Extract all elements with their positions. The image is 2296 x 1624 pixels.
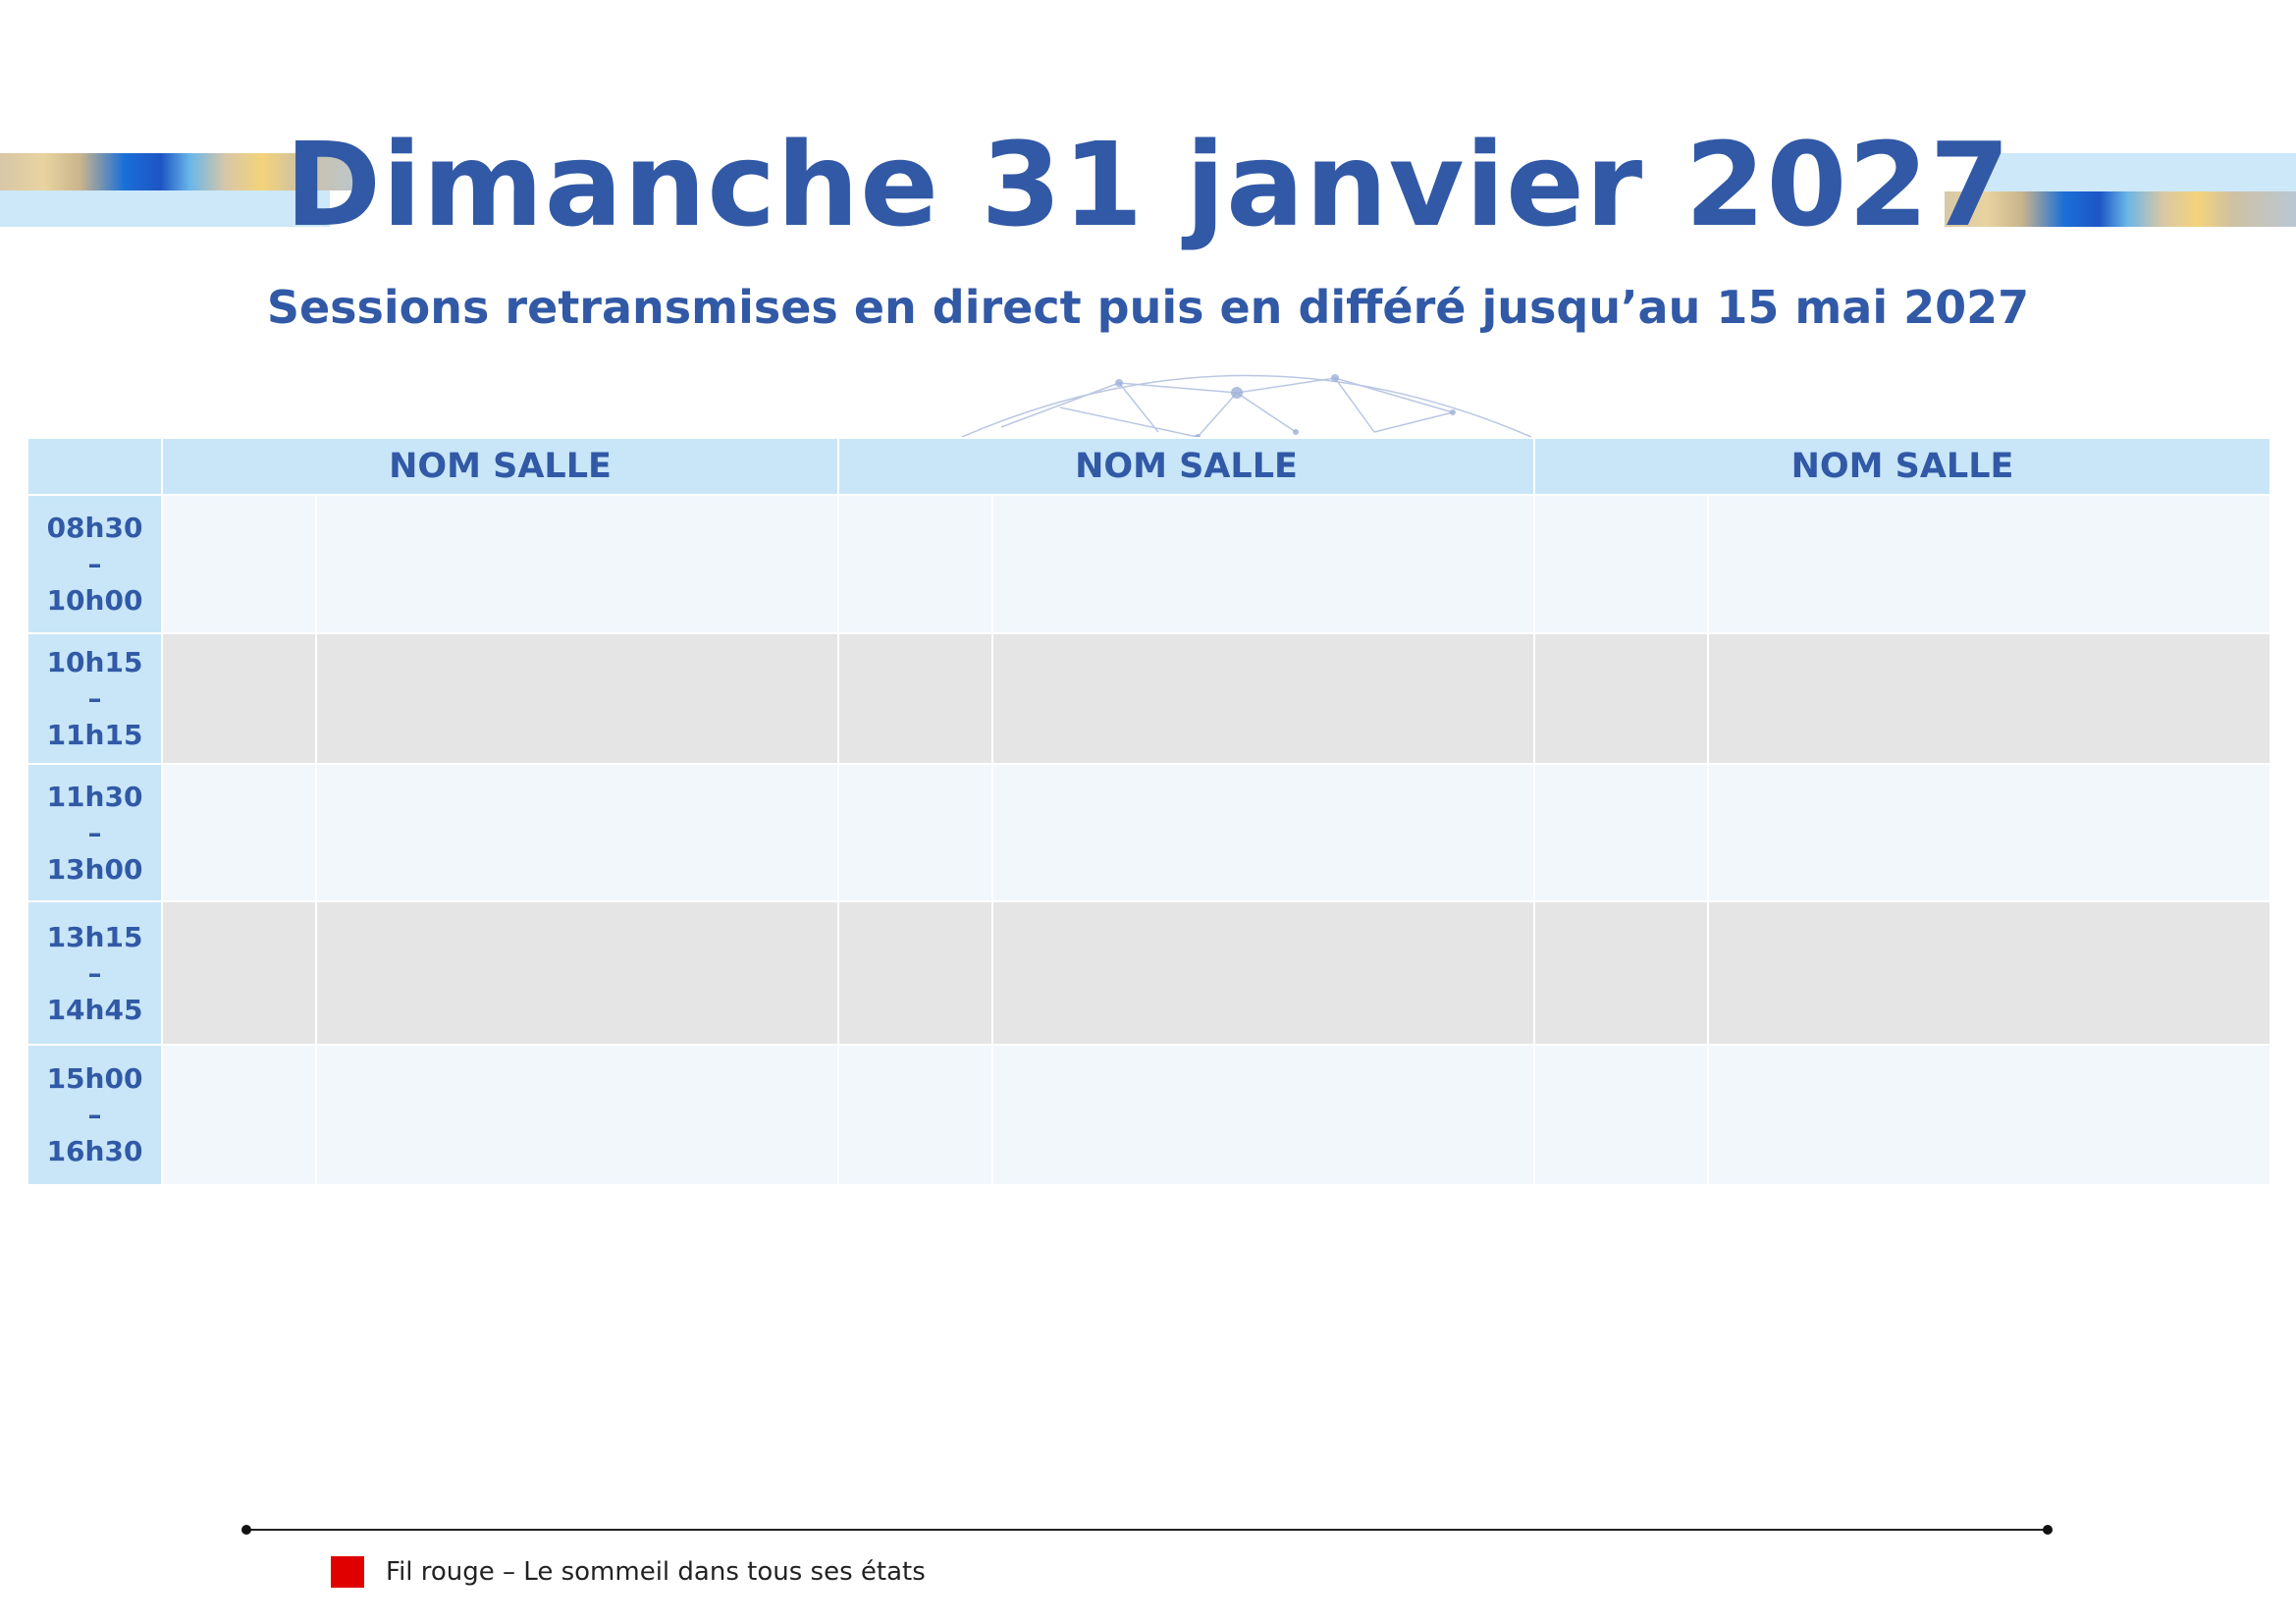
session-cell: [1533, 632, 1709, 765]
time-slot-row: 10h15–11h15: [27, 632, 2271, 765]
session-cell: [315, 763, 839, 902]
timeline-start-dot: [241, 1525, 251, 1535]
session-cell: [1533, 763, 1709, 902]
session-cell: [837, 900, 993, 1046]
legend-color-swatch: [331, 1556, 364, 1588]
room-header-row: NOM SALLE NOM SALLE NOM SALLE: [27, 437, 2271, 496]
time-slot-row: 15h00–16h30: [27, 1044, 2271, 1186]
timeline-line: [245, 1529, 2050, 1531]
schedule-table: NOM SALLE NOM SALLE NOM SALLE 08h30–10h0…: [27, 437, 2271, 1186]
time-slot-label: 08h30–10h00: [27, 494, 163, 634]
session-cell: [1533, 494, 1709, 634]
page-title: Dimanche 31 janvier 2027: [285, 117, 2011, 252]
session-cell: [161, 900, 317, 1046]
page-subtitle: Sessions retransmises en direct puis en …: [266, 281, 2030, 334]
time-slot-row: 13h15–14h45: [27, 900, 2271, 1046]
time-slot-row: 11h30–13h00: [27, 763, 2271, 902]
session-cell: [991, 632, 1535, 765]
time-slot-label: 15h00–16h30: [27, 1044, 163, 1186]
session-cell: [161, 763, 317, 902]
room-header: NOM SALLE: [837, 437, 1535, 496]
room-header: NOM SALLE: [161, 437, 839, 496]
session-cell: [837, 494, 993, 634]
room-header: NOM SALLE: [1533, 437, 2271, 496]
timeline-end-dot: [2043, 1525, 2053, 1535]
network-globe-graphic: [961, 374, 1532, 440]
time-slot-label: 11h30–13h00: [27, 763, 163, 902]
session-cell: [1533, 1044, 1709, 1186]
session-cell: [1533, 900, 1709, 1046]
corner-cell: [27, 437, 163, 496]
session-cell: [1707, 494, 2271, 634]
time-slot-row: 08h30–10h00: [27, 494, 2271, 634]
session-cell: [991, 1044, 1535, 1186]
session-cell: [315, 632, 839, 765]
session-cell: [1707, 900, 2271, 1046]
session-cell: [991, 494, 1535, 634]
session-cell: [837, 763, 993, 902]
session-cell: [1707, 632, 2271, 765]
session-cell: [991, 763, 1535, 902]
session-cell: [315, 900, 839, 1046]
session-cell: [315, 494, 839, 634]
session-cell: [1707, 1044, 2271, 1186]
session-cell: [837, 1044, 993, 1186]
session-cell: [315, 1044, 839, 1186]
session-cell: [161, 494, 317, 634]
time-slot-label: 13h15–14h45: [27, 900, 163, 1046]
session-cell: [161, 1044, 317, 1186]
session-cell: [991, 900, 1535, 1046]
session-cell: [161, 632, 317, 765]
session-cell: [1707, 763, 2271, 902]
session-cell: [837, 632, 993, 765]
legend-label: Fil rouge – Le sommeil dans tous ses éta…: [386, 1557, 926, 1587]
time-slot-label: 10h15–11h15: [27, 632, 163, 765]
